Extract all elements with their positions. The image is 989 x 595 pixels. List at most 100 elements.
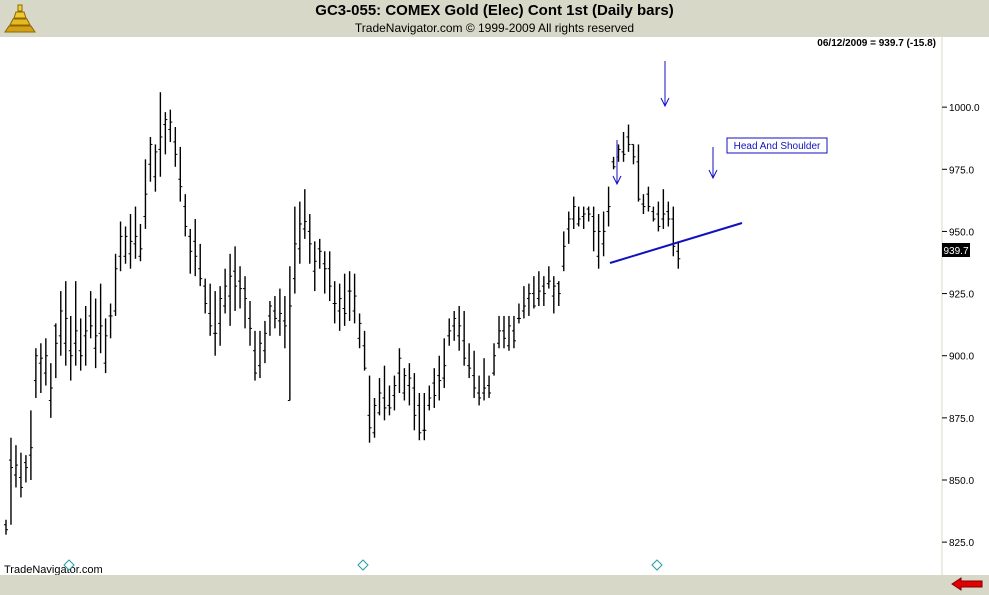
ohlc-bar: [208, 283, 213, 336]
ohlc-bar: [98, 283, 103, 354]
ohlc-bar: [467, 343, 472, 379]
ohlc-bar: [337, 283, 342, 331]
ohlc-bar: [571, 196, 576, 229]
y-tick-label: 1000.0: [949, 103, 980, 114]
ohlc-bar: [233, 246, 238, 311]
y-tick-label: 950.0: [949, 227, 974, 238]
ohlc-bar: [506, 315, 511, 351]
annotation-box[interactable]: [726, 137, 828, 154]
ohlc-bar: [382, 365, 387, 421]
ohlc-bar: [536, 271, 541, 306]
ohlc-bar: [357, 313, 362, 349]
ohlc-bar: [487, 375, 492, 398]
ohlc-bar: [407, 363, 412, 406]
ohlc-bar: [213, 291, 218, 356]
y-tick-label: 975.0: [949, 165, 974, 176]
head-arrow-left: [612, 140, 622, 186]
ohlc-bar: [327, 251, 332, 302]
ohlc-bar: [497, 315, 502, 349]
ohlc-bar: [432, 368, 437, 408]
ohlc-bar: [178, 146, 183, 202]
plot-area: [0, 37, 942, 575]
ohlc-bar: [437, 355, 442, 401]
ohlc-bar: [621, 132, 626, 162]
ohlc-bar: [8, 437, 13, 525]
ohlc-bar: [566, 211, 571, 244]
ohlc-bar: [238, 266, 243, 309]
ohlc-bar: [671, 206, 676, 257]
ohlc-bar: [546, 266, 551, 289]
ohlc-bar: [641, 194, 646, 215]
ohlc-bar: [392, 375, 397, 411]
ohlc-bar: [143, 159, 148, 229]
event-diamond-3[interactable]: [651, 559, 663, 571]
ohlc-bar: [108, 303, 113, 339]
ohlc-bar: [83, 306, 88, 366]
ohlc-bar: [541, 276, 546, 306]
ohlc-bar: [113, 253, 118, 316]
ohlc-bar: [322, 251, 327, 294]
y-tick-label: 850.0: [949, 476, 974, 487]
ohlc-bar: [352, 273, 357, 324]
ohlc-bar: [163, 112, 168, 155]
ohlc-bar: [188, 228, 193, 274]
y-tick-label: 925.0: [949, 290, 974, 301]
ohlc-bar: [666, 201, 671, 227]
ohlc-bar: [123, 226, 128, 264]
ohlc-bar: [228, 253, 233, 326]
x-axis-band: [0, 575, 989, 595]
head-arrow-center: [660, 61, 670, 108]
chart-header: GC3-055: COMEX Gold (Elec) Cont 1st (Dai…: [0, 0, 989, 37]
ohlc-bar: [292, 206, 297, 294]
ohlc-bar: [48, 363, 53, 418]
ohlc-bar: [472, 350, 477, 398]
ohlc-bar: [272, 296, 277, 329]
ohlc-bar: [118, 221, 123, 272]
ohlc-bar: [551, 276, 556, 314]
ohlc-bar: [676, 241, 681, 269]
event-diamond-2[interactable]: [357, 559, 369, 571]
ohlc-bar: [23, 455, 28, 483]
ohlc-bar: [387, 385, 392, 416]
ohlc-bar: [516, 303, 521, 324]
ohlc-bar: [606, 186, 611, 227]
ohlc-bar: [148, 136, 153, 182]
last-price-text: 939.7: [943, 246, 968, 257]
ohlc-bar: [198, 243, 203, 287]
ohlc-bar: [43, 338, 48, 386]
ohlc-bar: [203, 278, 208, 314]
ohlc-bar: [362, 330, 367, 371]
ohlc-bar: [218, 286, 223, 346]
neckline-trendline[interactable]: [609, 222, 743, 264]
ohlc-bar: [581, 206, 586, 229]
ohlc-bar: [477, 375, 482, 406]
ohlc-bar: [302, 189, 307, 239]
ohlc-bar: [68, 315, 73, 381]
ohlc-bar: [427, 385, 432, 411]
scroll-left-arrow-icon[interactable]: [951, 577, 983, 591]
ohlc-bar: [482, 358, 487, 401]
ohlc-bar: [661, 189, 666, 229]
status-readout: 06/12/2009 = 939.7 (-15.8): [817, 38, 936, 49]
ohlc-bar: [58, 291, 63, 356]
price-chart[interactable]: Head And Shoulder 06/12/2009 = 939.7 (-1…: [0, 37, 989, 595]
ohlc-bar: [253, 330, 257, 381]
ohlc-bar: [646, 186, 651, 212]
annotation-text: Head And Shoulder: [734, 141, 821, 152]
ohlc-bar: [78, 318, 83, 371]
ohlc-bar: [153, 144, 158, 192]
ohlc-bar: [13, 445, 18, 488]
watermark: TradeNavigator.com: [4, 564, 103, 576]
head-arrow-right: [708, 147, 718, 180]
ohlc-bar: [332, 281, 337, 324]
chart-subtitle: TradeNavigator.com © 1999-2009 All right…: [354, 21, 635, 35]
ohlc-bar: [586, 206, 591, 222]
ohlc-bar: [93, 298, 98, 369]
ohlc-bar: [422, 393, 427, 441]
event-diamond-1[interactable]: [63, 559, 75, 571]
y-tick-label: 825.0: [949, 538, 974, 549]
ohlc-bar: [138, 223, 143, 262]
ohlc-bar: [402, 368, 407, 401]
ohlc-bar: [257, 330, 262, 379]
ohlc-bar: [561, 231, 566, 272]
